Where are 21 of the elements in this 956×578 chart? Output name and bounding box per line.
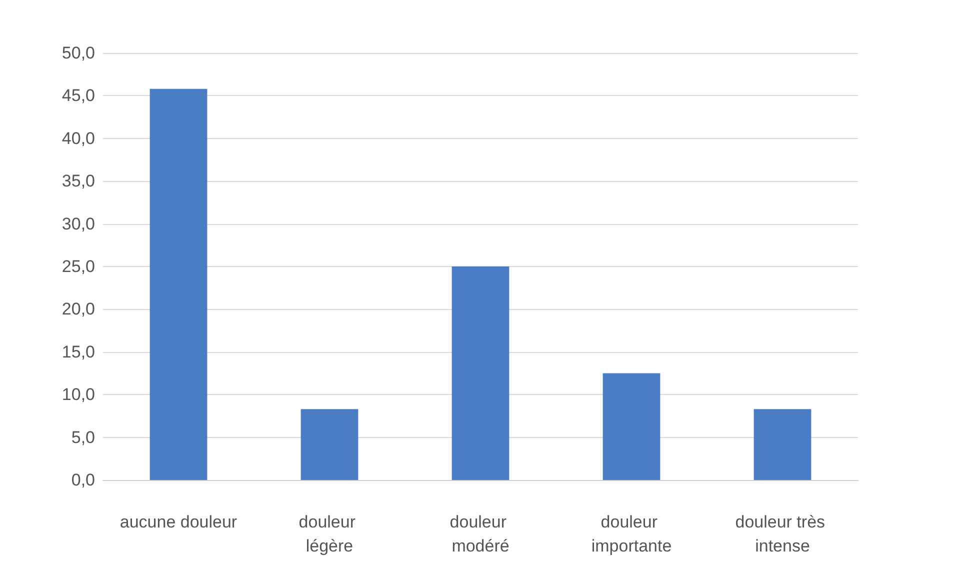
y-tick-label: 10,0 [62, 385, 95, 404]
x-tick-label: douleur importante [591, 512, 672, 556]
y-tick-label: 35,0 [62, 172, 95, 191]
bar [754, 409, 812, 480]
bar [452, 266, 510, 480]
y-tick-label: 45,0 [62, 86, 95, 106]
x-tick-label: douleur légère [298, 512, 360, 556]
x-tick-label: aucune douleur [120, 512, 238, 532]
y-tick-label: 30,0 [62, 214, 95, 234]
y-tick-label: 5,0 [71, 428, 95, 447]
y-tick-label: 20,0 [62, 300, 95, 319]
y-tick-label: 15,0 [62, 342, 95, 362]
x-tick-label: douleur très intense [735, 512, 830, 556]
bar [602, 373, 660, 480]
y-tick-label: 50,0 [62, 44, 95, 62]
x-tick-label: douleur modéré [450, 512, 512, 556]
y-tick-label: 0,0 [71, 470, 95, 490]
bar [300, 409, 358, 480]
bar [150, 88, 208, 480]
y-tick-label: 40,0 [62, 128, 95, 148]
y-tick-label: 25,0 [62, 257, 95, 276]
